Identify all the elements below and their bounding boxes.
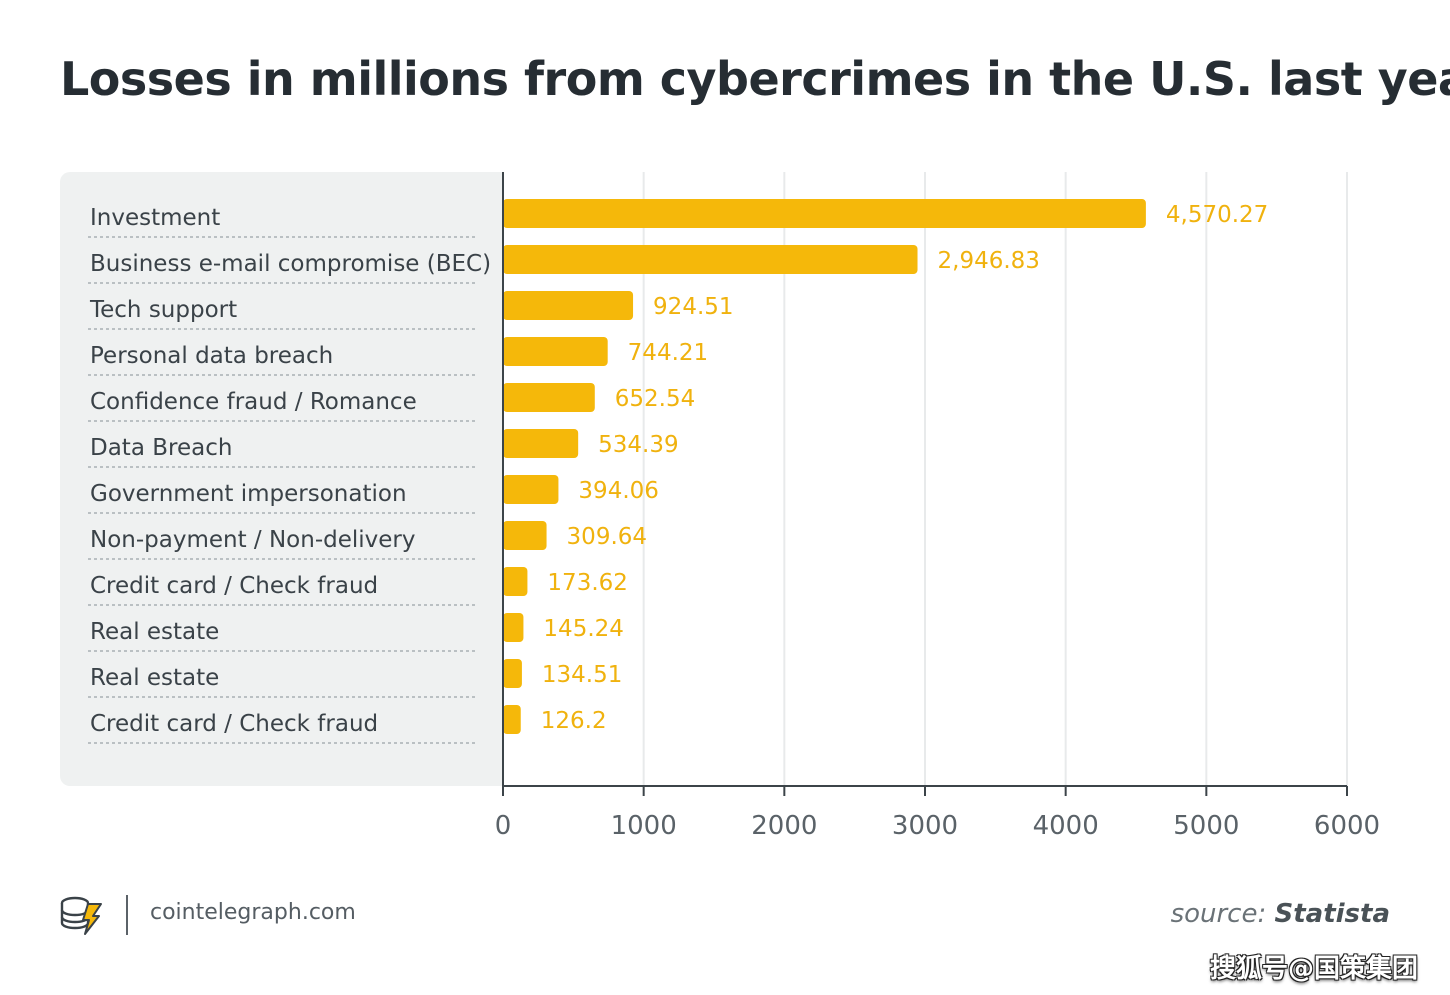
bar (503, 521, 547, 550)
cointelegraph-logo-icon (60, 896, 102, 935)
x-tick-label: 6000 (1314, 811, 1380, 841)
value-label: 744.21 (628, 340, 708, 366)
footer-site-link[interactable]: cointelegraph.com (150, 900, 356, 925)
x-tick-label: 2000 (751, 811, 817, 841)
category-label: Real estate (90, 619, 219, 645)
value-label: 134.51 (542, 662, 622, 688)
value-label: 394.06 (578, 478, 658, 504)
value-label: 126.2 (541, 708, 607, 734)
x-tick-label: 3000 (892, 811, 958, 841)
category-label: Confidence fraud / Romance (90, 389, 417, 415)
category-label: Real estate (90, 665, 219, 691)
bar (503, 337, 608, 366)
value-label: 173.62 (547, 570, 627, 596)
category-label: Investment (90, 205, 220, 231)
source-name: Statista (1274, 899, 1391, 929)
bar (503, 659, 522, 688)
category-label: Credit card / Check fraud (90, 711, 378, 737)
bar (503, 383, 595, 412)
value-label: 924.51 (653, 294, 733, 320)
bar (503, 291, 634, 320)
chart-source: source: Statista (1171, 899, 1390, 929)
footer-separator (126, 895, 128, 935)
x-tick-label: 1000 (611, 811, 677, 841)
x-tick-label: 5000 (1173, 811, 1239, 841)
value-label: 652.54 (615, 386, 695, 412)
category-label: Credit card / Check fraud (90, 573, 378, 599)
source-prefix: source: (1170, 899, 1275, 929)
bar (503, 245, 918, 274)
bar (503, 429, 579, 458)
value-label: 309.64 (567, 524, 647, 550)
x-tick-label: 0 (495, 811, 512, 841)
value-label: 534.39 (598, 432, 678, 458)
category-label: Government impersonation (90, 481, 407, 507)
bar (503, 705, 521, 734)
category-label: Data Breach (90, 435, 232, 461)
category-label: Non-payment / Non-delivery (90, 527, 416, 553)
bar (503, 613, 524, 642)
chart-title: Losses in millions from cybercrimes in t… (60, 52, 1450, 106)
x-tick-label: 4000 (1033, 811, 1099, 841)
category-label: Business e-mail compromise (BEC) (90, 251, 491, 277)
category-label: Personal data breach (90, 343, 333, 369)
category-label-panel (60, 172, 502, 786)
bar (503, 567, 528, 596)
bar-chart: Investment 4,570.27 Business e-mail compro… (88, 172, 1380, 841)
bar (503, 475, 559, 504)
watermark-text: 搜狐号@国策集团 (1209, 954, 1418, 984)
bar (503, 199, 1146, 228)
value-label: 4,570.27 (1166, 202, 1268, 228)
value-label: 145.24 (543, 616, 623, 642)
value-label: 2,946.83 (938, 248, 1040, 274)
category-label: Tech support (89, 297, 237, 323)
